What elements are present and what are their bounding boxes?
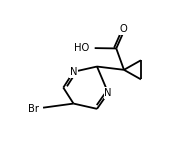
- Text: O: O: [120, 24, 127, 34]
- Text: HO: HO: [74, 43, 90, 53]
- Text: Br: Br: [28, 104, 39, 114]
- Text: N: N: [104, 88, 112, 98]
- Text: N: N: [70, 67, 77, 77]
